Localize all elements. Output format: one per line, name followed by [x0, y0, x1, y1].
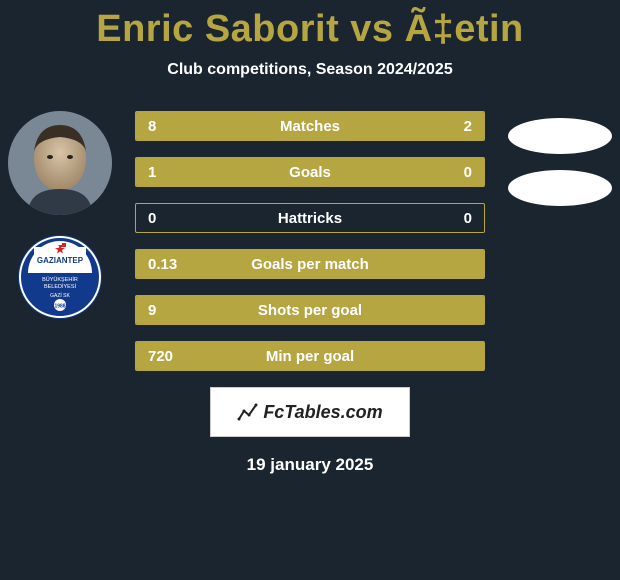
page-subtitle: Club competitions, Season 2024/2025	[0, 61, 620, 79]
stat-label: Shots per goal	[136, 302, 484, 319]
stat-label: Goals per match	[136, 256, 484, 273]
player-left-avatar	[8, 111, 112, 215]
stat-row: 8Matches2	[135, 111, 485, 141]
date-line: 19 january 2025	[0, 455, 620, 475]
stat-value-right: 0	[464, 164, 472, 181]
stat-label: Hattricks	[136, 210, 484, 227]
stat-row: 0.13Goals per match	[135, 249, 485, 279]
person-icon	[8, 111, 112, 215]
content: GAZIANTEP BÜYÜKŞEHİR BELEDİYESİ GAZİ SK …	[0, 111, 620, 371]
left-column: GAZIANTEP BÜYÜKŞEHİR BELEDİYESİ GAZİ SK …	[0, 111, 120, 319]
chart-icon	[237, 401, 259, 423]
club-crest-icon: GAZIANTEP BÜYÜKŞEHİR BELEDİYESİ GAZİ SK …	[18, 235, 102, 319]
stat-row: 720Min per goal	[135, 341, 485, 371]
svg-text:BELEDİYESİ: BELEDİYESİ	[44, 283, 77, 290]
stat-row: 0Hattricks0	[135, 203, 485, 233]
stat-label: Min per goal	[136, 348, 484, 365]
stat-row: 1Goals0	[135, 157, 485, 187]
player-right-avatar-placeholder	[508, 118, 612, 154]
stat-label: Matches	[136, 118, 484, 135]
svg-text:GAZIANTEP: GAZIANTEP	[37, 256, 84, 265]
svg-text:GAZİ SK: GAZİ SK	[50, 292, 70, 299]
stat-label: Goals	[136, 164, 484, 181]
stat-row: 9Shots per goal	[135, 295, 485, 325]
svg-text:1988: 1988	[54, 304, 65, 310]
branding-badge[interactable]: FcTables.com	[210, 387, 410, 437]
svg-text:BÜYÜKŞEHİR: BÜYÜKŞEHİR	[42, 276, 78, 283]
right-column	[500, 111, 620, 206]
club-right-badge-placeholder	[508, 170, 612, 206]
club-left-badge: GAZIANTEP BÜYÜKŞEHİR BELEDİYESİ GAZİ SK …	[18, 235, 102, 319]
stat-value-right: 2	[464, 118, 472, 135]
stat-value-right: 0	[464, 210, 472, 227]
header: Enric Saborit vs Ã‡etin Club competition…	[0, 0, 620, 79]
branding-label: FcTables.com	[263, 402, 382, 423]
page-title: Enric Saborit vs Ã‡etin	[0, 8, 620, 51]
stats-table: 8Matches21Goals00Hattricks00.13Goals per…	[135, 111, 485, 371]
